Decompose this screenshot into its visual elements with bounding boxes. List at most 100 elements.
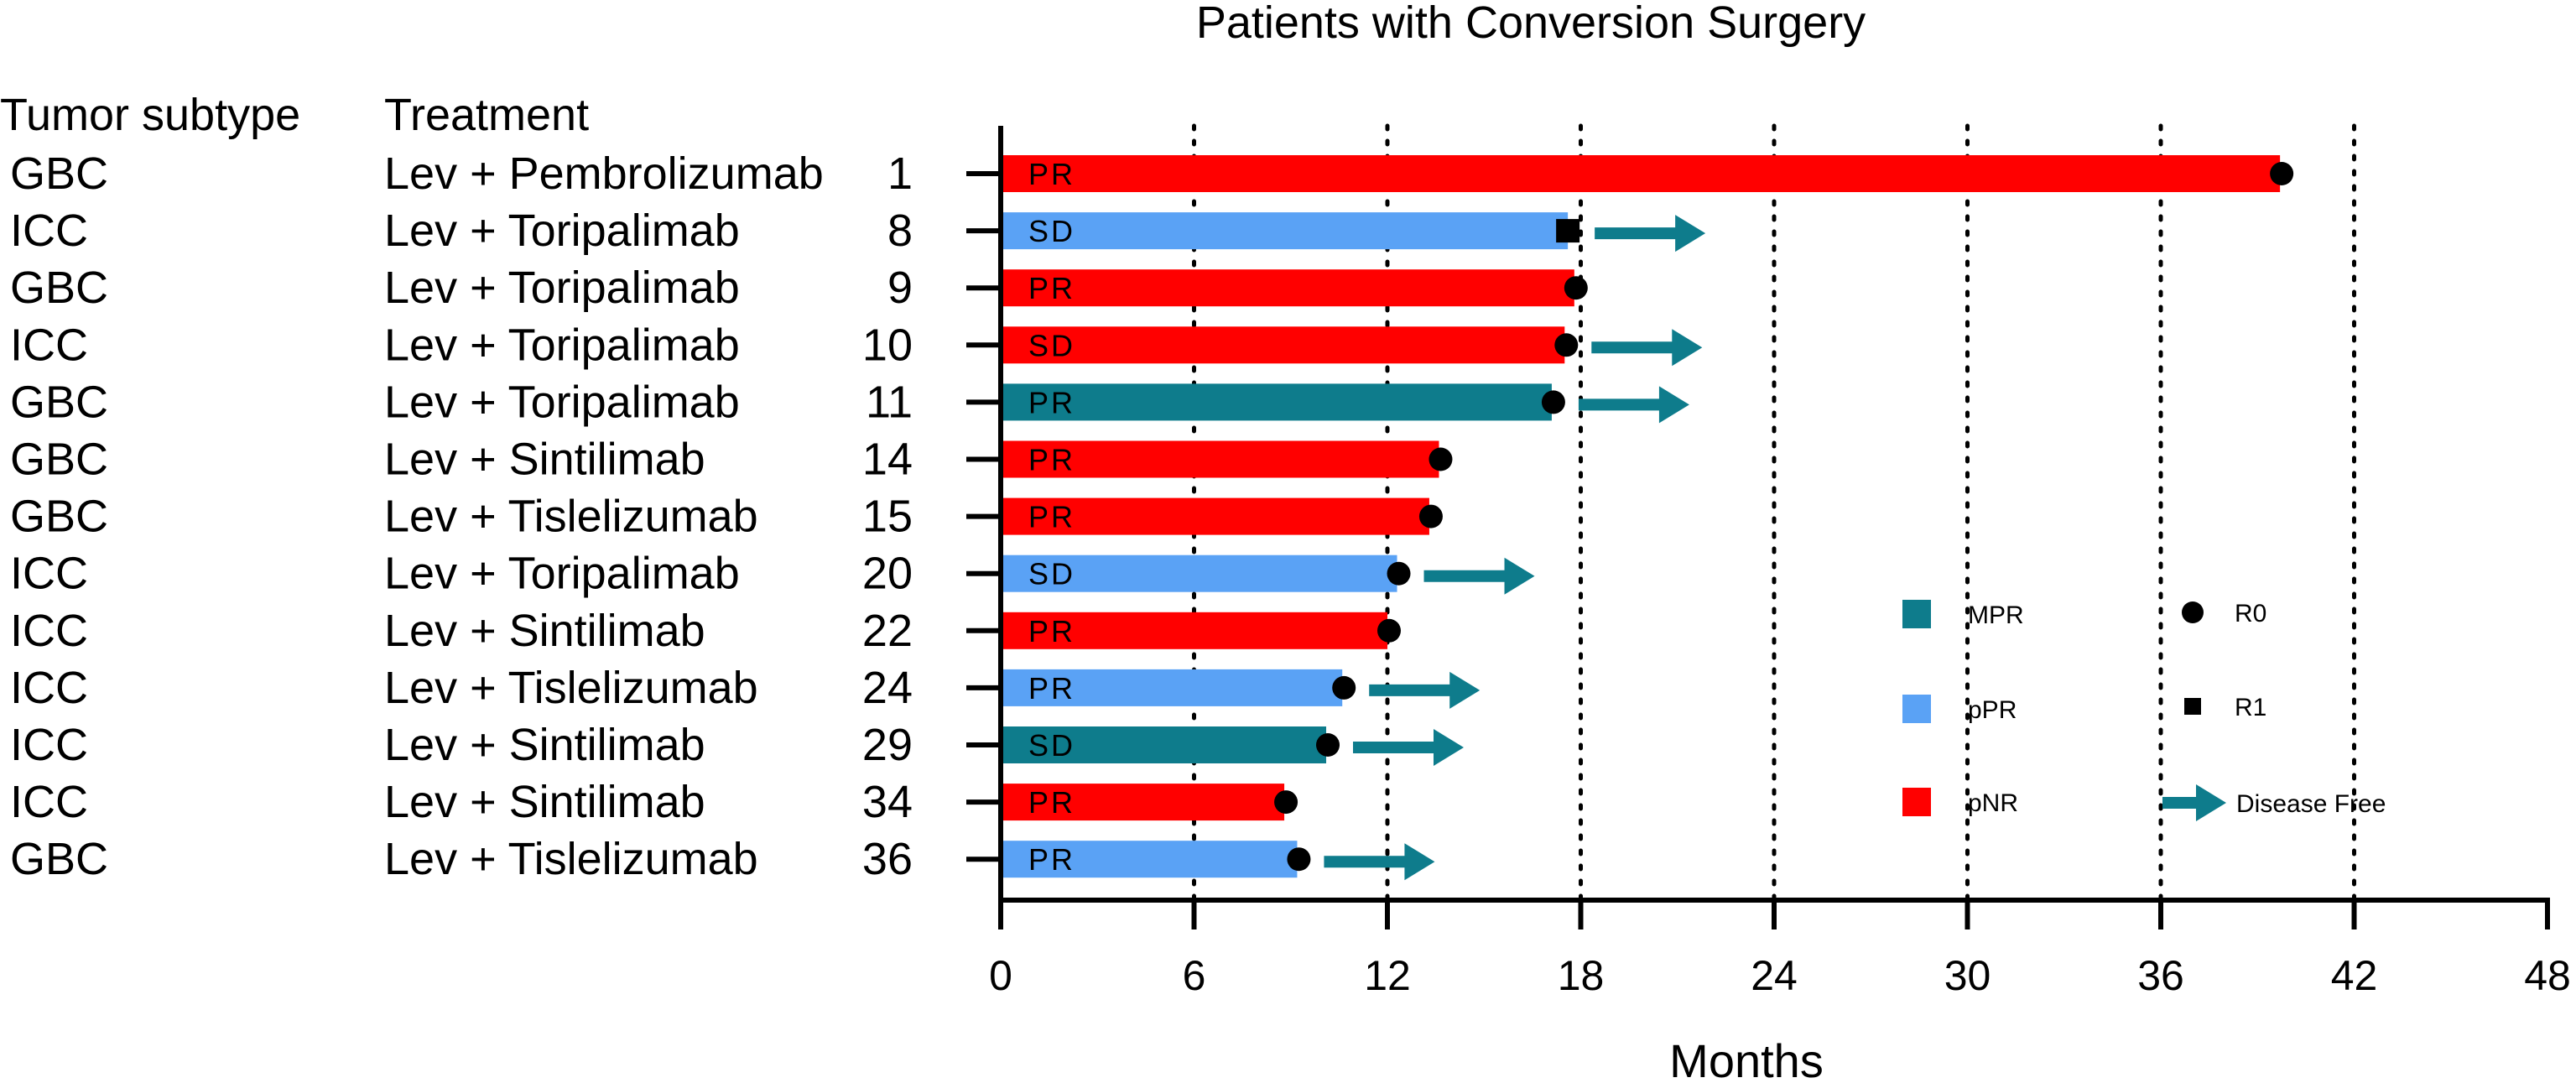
r0-marker <box>1418 504 1443 528</box>
disease-free-arrow <box>1578 386 1689 424</box>
tumor-subtype-label: ICC <box>10 777 88 827</box>
r0-marker <box>1564 276 1588 300</box>
disease-free-arrow <box>1353 729 1465 766</box>
treatment-label: Lev + Toripalimab <box>384 206 740 256</box>
patient-id-label: 22 <box>862 606 913 656</box>
response-label: SD <box>1028 214 1075 248</box>
tumor-subtype-label: GBC <box>10 148 108 199</box>
legend-r1-symbol <box>2184 698 2201 715</box>
tumor-subtype-label: ICC <box>10 549 88 599</box>
patient-id-label: 10 <box>862 320 913 370</box>
treatment-label: Lev + Toripalimab <box>384 263 740 313</box>
legend-label-R1: R1 <box>2235 694 2266 721</box>
x-tick-label: 12 <box>1364 952 1411 999</box>
disease-free-arrow <box>1423 557 1535 595</box>
bar <box>1001 555 1397 592</box>
legend-label-pPR: pPR <box>1968 696 2017 724</box>
x-tick-label: 30 <box>1944 952 1991 999</box>
legend-r0-symbol <box>2182 601 2204 623</box>
disease-free-arrow <box>1369 671 1481 709</box>
patient-id-label: 24 <box>862 663 913 713</box>
tumor-subtype-label: ICC <box>10 720 88 770</box>
x-tick-label: 24 <box>1751 952 1798 999</box>
x-tick-label: 48 <box>2524 952 2571 999</box>
patient-id-label: 8 <box>887 206 913 256</box>
patient-id-label: 29 <box>862 720 913 770</box>
x-tick-label: 42 <box>2331 952 2378 999</box>
treatment-label: Lev + Tislelizumab <box>384 834 758 884</box>
disease-free-arrow <box>1324 843 1435 881</box>
treatment-label: Lev + Sintilimab <box>384 720 705 770</box>
tumor-subtype-label: GBC <box>10 492 108 542</box>
treatment-label: Lev + Sintilimab <box>384 777 705 827</box>
legend-swatch-MPR <box>1902 600 1931 628</box>
response-label: SD <box>1028 728 1075 763</box>
treatment-label: Lev + Sintilimab <box>384 606 705 656</box>
row-labels: GBC Lev + Pembrolizumab 1 ICC Lev + Toripali… <box>10 148 913 884</box>
tumor-subtype-label: GBC <box>10 377 108 427</box>
treatment-label: Lev + Tislelizumab <box>384 663 758 713</box>
subtype-column-header: Tumor subtype <box>0 90 300 140</box>
r0-marker <box>1387 561 1411 586</box>
legend-label-MPR: MPR <box>1968 601 2024 629</box>
legend-label-R0: R0 <box>2235 600 2266 627</box>
x-tick-label: 18 <box>1558 952 1605 999</box>
patient-id-label: 14 <box>862 435 913 485</box>
r0-marker <box>1554 333 1579 357</box>
r0-marker <box>1429 447 1453 471</box>
response-label: PR <box>1028 614 1075 648</box>
treatment-label: Lev + Toripalimab <box>384 320 740 370</box>
bar <box>1001 326 1565 364</box>
disease-free-arrow <box>1595 215 1706 253</box>
response-label: PR <box>1028 842 1075 877</box>
treatment-label: Lev + Pembrolizumab <box>384 148 824 199</box>
r0-marker <box>1287 847 1311 872</box>
response-label: PR <box>1028 271 1075 305</box>
bar <box>1001 612 1387 649</box>
r0-marker <box>1332 675 1356 700</box>
x-tick-label: 0 <box>989 952 1012 999</box>
bar <box>1001 212 1569 250</box>
tumor-subtype-label: ICC <box>10 663 88 713</box>
treatment-label: Lev + Toripalimab <box>384 549 740 599</box>
bar <box>1001 497 1429 535</box>
response-label: SD <box>1028 557 1075 591</box>
patient-id-label: 9 <box>887 263 913 313</box>
bars: PR SD PR SD PR PR PR SD PR PR SD PR PR <box>1001 155 2294 881</box>
treatment-label: Lev + Toripalimab <box>384 377 740 427</box>
bar <box>1001 726 1327 763</box>
tumor-subtype-label: ICC <box>10 606 88 656</box>
response-label: PR <box>1028 157 1075 191</box>
treatment-label: Lev + Tislelizumab <box>384 492 758 542</box>
r0-marker <box>1377 618 1401 643</box>
bar <box>1001 841 1298 878</box>
patient-id-label: 34 <box>862 777 913 827</box>
axes: 0 6 12 18 24 30 36 42 48 <box>966 126 2571 999</box>
response-label: PR <box>1028 443 1075 477</box>
r0-marker <box>1541 390 1565 414</box>
r0-marker <box>2270 162 2294 185</box>
disease-free-arrow <box>1591 329 1703 367</box>
response-label: PR <box>1028 500 1075 534</box>
legend-disease-free-arrow <box>2162 784 2226 821</box>
tumor-subtype-label: ICC <box>10 206 88 256</box>
tumor-subtype-label: ICC <box>10 320 88 370</box>
patient-id-label: 36 <box>862 834 913 884</box>
bar <box>1001 784 1285 821</box>
legend: MPR pPR pNR R0 R1 Disease Free <box>1902 600 2386 821</box>
bar <box>1001 440 1439 478</box>
response-label: PR <box>1028 385 1075 419</box>
legend-swatch-pPR <box>1902 695 1931 723</box>
treatment-column-header: Treatment <box>384 90 589 140</box>
r0-marker <box>1316 733 1340 757</box>
r1-marker <box>1556 219 1580 243</box>
x-axis-title: Months <box>1669 1034 1824 1083</box>
legend-swatch-pNR <box>1902 788 1931 816</box>
treatment-label: Lev + Sintilimab <box>384 435 705 485</box>
patient-id-label: 15 <box>862 492 913 542</box>
response-label: PR <box>1028 671 1075 706</box>
x-tick-label: 6 <box>1183 952 1206 999</box>
bar <box>1001 669 1343 706</box>
tumor-subtype-label: GBC <box>10 834 108 884</box>
